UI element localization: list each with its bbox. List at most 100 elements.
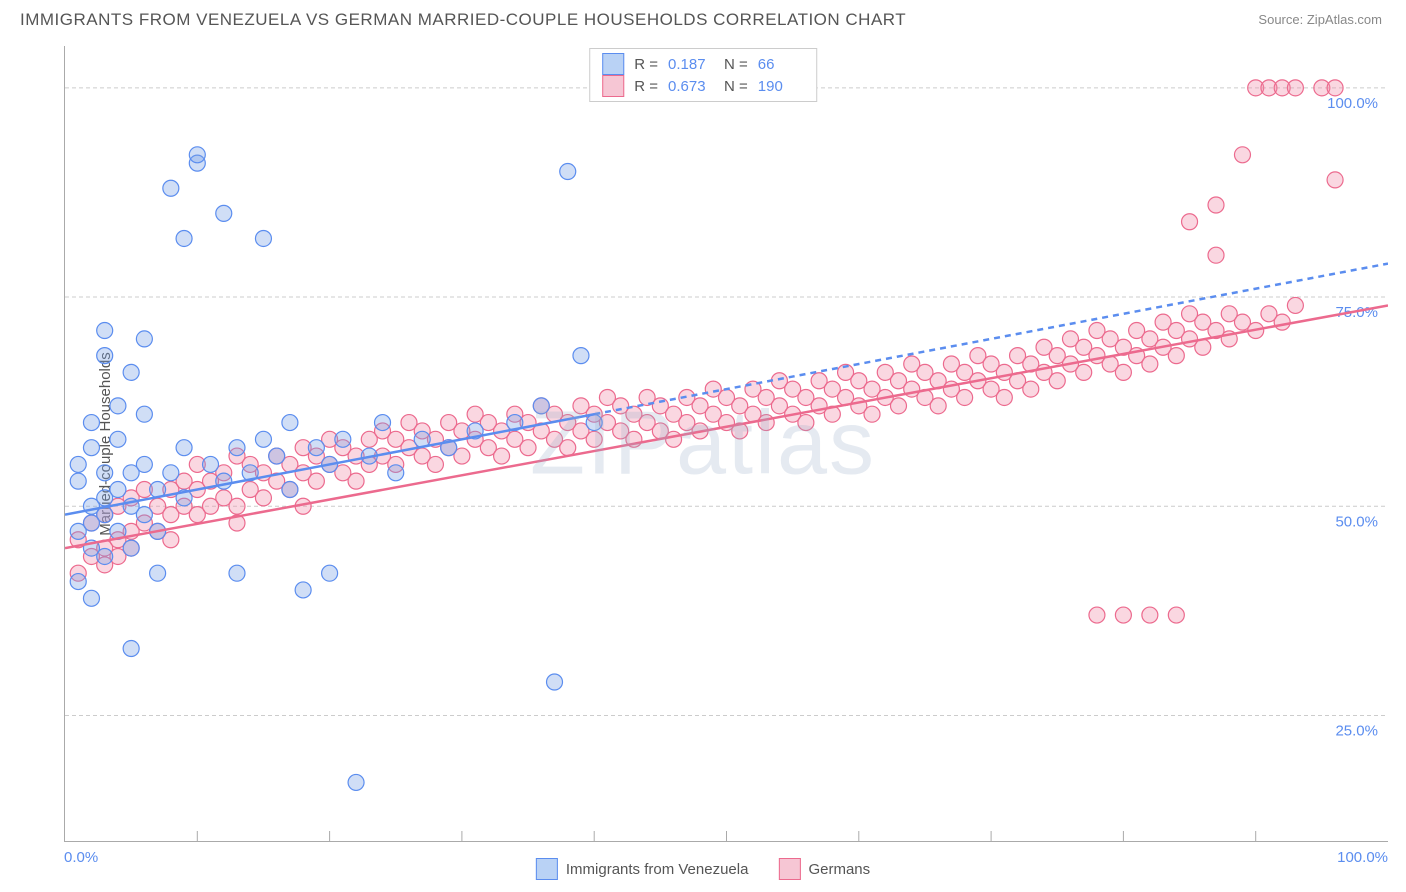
scatter-point-venezuela bbox=[70, 473, 86, 489]
scatter-point-venezuela bbox=[70, 456, 86, 472]
scatter-point-venezuela bbox=[255, 431, 271, 447]
scatter-point-venezuela bbox=[123, 540, 139, 556]
source-text: Source: ZipAtlas.com bbox=[1258, 12, 1382, 27]
scatter-point-venezuela bbox=[136, 456, 152, 472]
scatter-point-venezuela bbox=[97, 465, 113, 481]
y-tick-label: 100.0% bbox=[1327, 95, 1378, 112]
scatter-point-venezuela bbox=[123, 641, 139, 657]
scatter-point-venezuela bbox=[136, 331, 152, 347]
scatter-point-germans bbox=[1234, 147, 1250, 163]
scatter-point-venezuela bbox=[110, 398, 126, 414]
scatter-point-venezuela bbox=[255, 230, 271, 246]
scatter-point-venezuela bbox=[163, 465, 179, 481]
scatter-point-germans bbox=[1115, 364, 1131, 380]
chart-area: Married-couple Households 25.0%50.0%75.0… bbox=[18, 46, 1388, 842]
legend-n-value-venezuela: 66 bbox=[758, 56, 804, 73]
scatter-point-germans bbox=[255, 490, 271, 506]
scatter-point-venezuela bbox=[308, 440, 324, 456]
scatter-point-germans bbox=[864, 406, 880, 422]
legend-r-value-germans: 0.673 bbox=[668, 78, 714, 95]
scatter-point-venezuela bbox=[176, 440, 192, 456]
scatter-point-venezuela bbox=[123, 364, 139, 380]
scatter-point-germans bbox=[1208, 247, 1224, 263]
scatter-point-venezuela bbox=[229, 565, 245, 581]
y-tick-label: 25.0% bbox=[1335, 722, 1378, 739]
scatter-point-germans bbox=[758, 415, 774, 431]
trend-line-germans bbox=[65, 305, 1388, 548]
scatter-point-germans bbox=[586, 431, 602, 447]
legend-row-venezuela: R = 0.187 N = 66 bbox=[602, 53, 804, 75]
scatter-point-germans bbox=[1142, 607, 1158, 623]
legend-swatch-venezuela bbox=[602, 53, 624, 75]
scatter-point-germans bbox=[427, 456, 443, 472]
series-label-venezuela: Immigrants from Venezuela bbox=[566, 861, 749, 878]
scatter-point-venezuela bbox=[216, 205, 232, 221]
scatter-point-venezuela bbox=[136, 406, 152, 422]
scatter-point-germans bbox=[308, 473, 324, 489]
scatter-point-venezuela bbox=[269, 448, 285, 464]
scatter-point-germans bbox=[1208, 197, 1224, 213]
scatter-point-venezuela bbox=[97, 323, 113, 339]
legend-r-label: R = bbox=[634, 56, 658, 73]
scatter-point-germans bbox=[520, 440, 536, 456]
scatter-point-venezuela bbox=[70, 574, 86, 590]
scatter-point-venezuela bbox=[547, 674, 563, 690]
legend-swatch-germans bbox=[602, 75, 624, 97]
scatter-point-germans bbox=[1274, 314, 1290, 330]
chart-title: IMMIGRANTS FROM VENEZUELA VS GERMAN MARR… bbox=[20, 10, 906, 29]
scatter-point-venezuela bbox=[348, 774, 364, 790]
scatter-point-venezuela bbox=[388, 465, 404, 481]
legend-r-value-venezuela: 0.187 bbox=[668, 56, 714, 73]
scatter-point-germans bbox=[1327, 172, 1343, 188]
scatter-point-venezuela bbox=[573, 348, 589, 364]
scatter-point-venezuela bbox=[229, 440, 245, 456]
scatter-point-germans bbox=[494, 448, 510, 464]
scatter-point-germans bbox=[1115, 607, 1131, 623]
x-axis-min-label: 0.0% bbox=[64, 849, 98, 866]
scatter-point-venezuela bbox=[150, 565, 166, 581]
scatter-point-germans bbox=[560, 440, 576, 456]
series-swatch-venezuela bbox=[536, 858, 558, 880]
scatter-point-germans bbox=[1049, 373, 1065, 389]
scatter-point-germans bbox=[229, 498, 245, 514]
legend-n-label: N = bbox=[724, 56, 748, 73]
x-axis-max-label: 100.0% bbox=[1337, 849, 1388, 866]
scatter-plot: 25.0% 50.0% 75.0% 100.0% bbox=[64, 46, 1388, 842]
scatter-point-venezuela bbox=[97, 548, 113, 564]
scatter-point-germans bbox=[890, 398, 906, 414]
y-tick-label: 50.0% bbox=[1335, 513, 1378, 530]
scatter-point-germans bbox=[1287, 80, 1303, 96]
scatter-point-venezuela bbox=[83, 590, 99, 606]
scatter-point-venezuela bbox=[560, 164, 576, 180]
scatter-point-germans bbox=[1142, 356, 1158, 372]
scatter-point-germans bbox=[1287, 297, 1303, 313]
scatter-point-venezuela bbox=[83, 440, 99, 456]
scatter-point-venezuela bbox=[97, 348, 113, 364]
scatter-point-venezuela bbox=[586, 415, 602, 431]
scatter-point-venezuela bbox=[203, 456, 219, 472]
source-label: Source: bbox=[1258, 12, 1303, 27]
scatter-point-venezuela bbox=[282, 482, 298, 498]
scatter-point-venezuela bbox=[110, 431, 126, 447]
scatter-point-germans bbox=[666, 431, 682, 447]
source-value: ZipAtlas.com bbox=[1307, 12, 1382, 27]
scatter-point-germans bbox=[798, 415, 814, 431]
scatter-point-germans bbox=[1023, 381, 1039, 397]
scatter-point-venezuela bbox=[322, 565, 338, 581]
scatter-point-venezuela bbox=[163, 180, 179, 196]
scatter-point-germans bbox=[1327, 80, 1343, 96]
series-label-germans: Germans bbox=[808, 861, 870, 878]
scatter-point-venezuela bbox=[282, 415, 298, 431]
scatter-point-germans bbox=[1076, 364, 1092, 380]
correlation-legend: R =0.187N =66R =0.673N =190 bbox=[589, 48, 817, 102]
series-swatch-germans bbox=[778, 858, 800, 880]
header: IMMIGRANTS FROM VENEZUELA VS GERMAN MARR… bbox=[0, 0, 1406, 40]
scatter-point-venezuela bbox=[335, 431, 351, 447]
legend-n-label: N = bbox=[724, 78, 748, 95]
y-tick-label: 75.0% bbox=[1335, 304, 1378, 321]
scatter-point-germans bbox=[1168, 348, 1184, 364]
scatter-point-germans bbox=[1089, 607, 1105, 623]
scatter-point-venezuela bbox=[136, 507, 152, 523]
series-legend-item-venezuela: Immigrants from Venezuela bbox=[536, 858, 749, 880]
scatter-point-germans bbox=[930, 398, 946, 414]
